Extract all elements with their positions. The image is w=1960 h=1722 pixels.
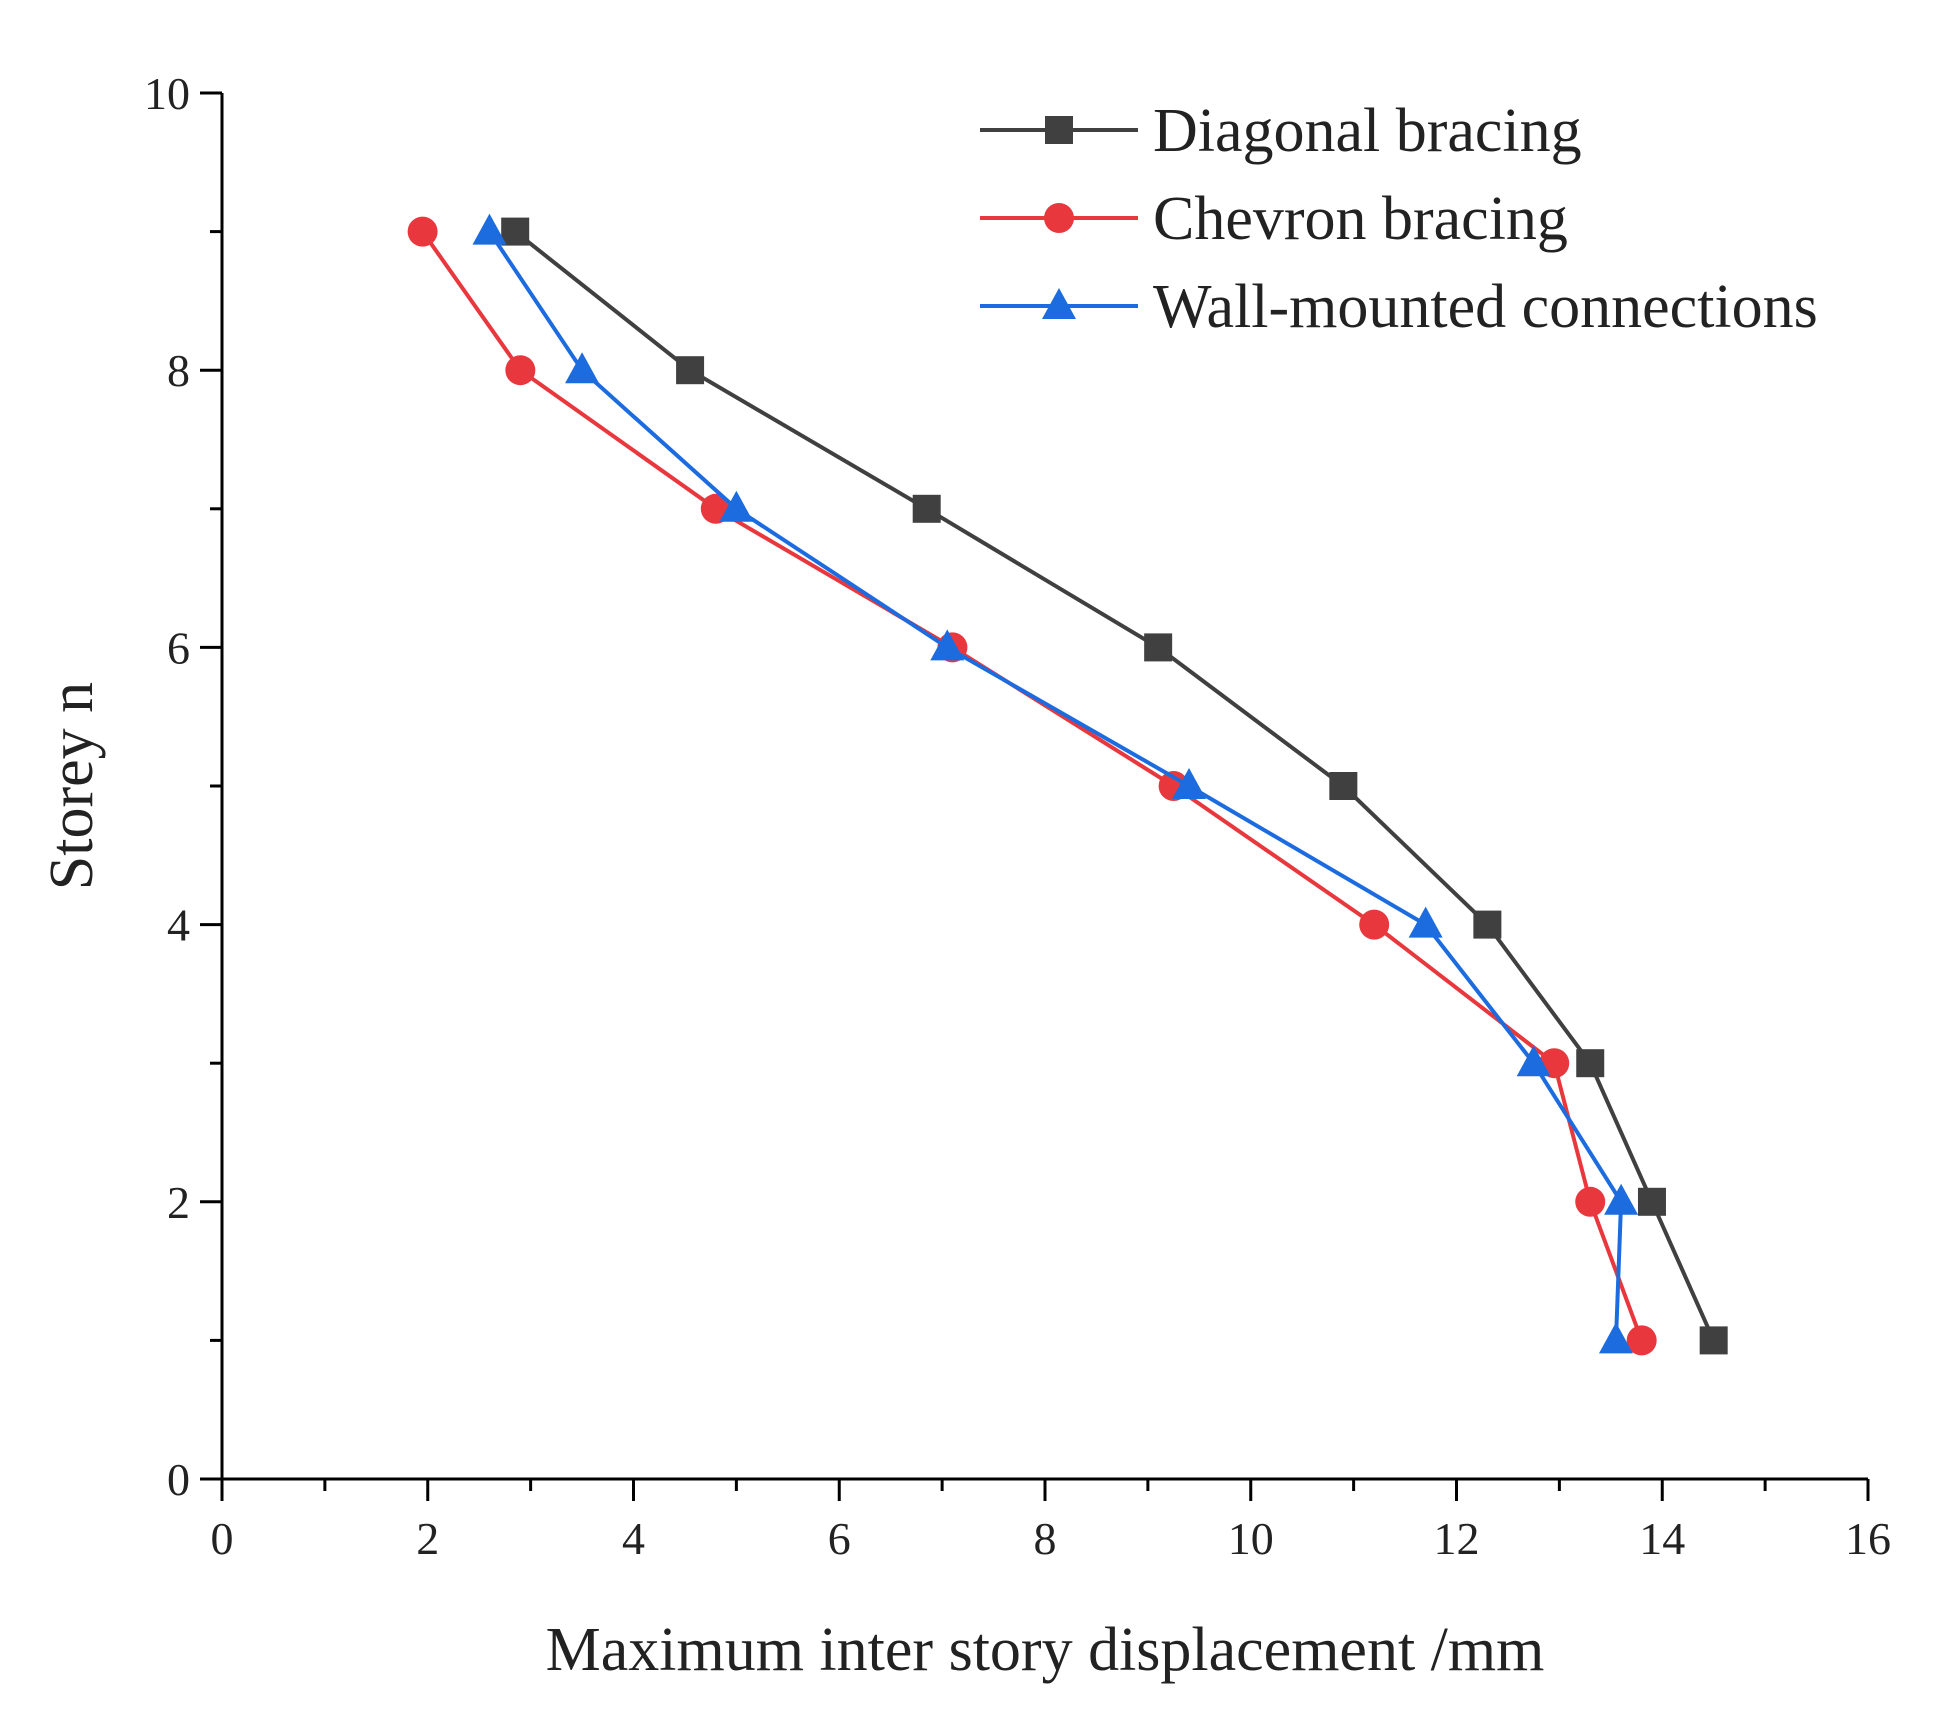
x-axis-title: Maximum inter story displacement /mm [546,1616,1545,1684]
data-point [1408,906,1443,938]
legend-label: Diagonal bracing [1153,97,1582,165]
x-tick-label: 4 [622,1513,645,1564]
data-point [1359,909,1390,940]
series-line [513,230,1716,1342]
data-point [676,356,705,385]
data-point [1172,768,1207,799]
x-tick-label: 6 [828,1513,851,1564]
series-line [420,230,1644,1342]
data-point [1576,1049,1605,1078]
data-point [472,213,507,245]
series-circle [407,216,1657,1356]
legend-item: Chevron bracing [980,185,1568,253]
axes: 0 2 4 6 8 10 12 14 16 0 2 4 6 8 10 Maximum inter story … [38,68,1891,1684]
data-point [565,352,600,384]
x-tick-label: 12 [1434,1513,1480,1564]
series-layer [407,213,1728,1356]
data-point [1329,772,1358,800]
data-point [719,490,754,522]
data-point [1637,1187,1666,1216]
x-tick-label: 8 [1034,1513,1057,1564]
y-axis-title: Storey n [38,682,106,890]
y-tick-label: 6 [167,622,190,673]
data-point [501,217,530,246]
y-tick-label: 8 [167,345,190,396]
legend-marker [1044,203,1074,233]
legend-label: Chevron bracing [1153,185,1568,253]
legend: Diagonal bracing Chevron bracing Wall-moun… [980,97,1818,341]
x-tick-label: 16 [1845,1513,1891,1564]
data-point [1144,633,1173,662]
data-point [1626,1325,1657,1356]
y-tick-label: 10 [144,68,190,119]
x-tick-label: 10 [1228,1513,1274,1564]
y-tick-label: 0 [167,1454,190,1505]
legend-marker [1045,116,1073,144]
x-tick-label: 14 [1639,1513,1685,1564]
x-tick-label: 0 [211,1513,234,1564]
data-point [1516,1045,1551,1077]
data-point [1604,1183,1639,1215]
data-point [407,216,438,247]
legend-item: Wall-mounted connections [980,273,1818,341]
series-line [487,230,1624,1341]
x-tick-label: 2 [416,1513,439,1564]
legend-marker [1042,288,1076,319]
data-point [1473,910,1502,939]
series-square [501,217,1728,1355]
legend-label: Wall-mounted connections [1153,273,1818,341]
y-tick-label: 2 [167,1177,190,1228]
data-point [930,629,965,661]
data-point [912,494,941,523]
data-point [505,355,536,386]
legend-item: Diagonal bracing [980,97,1582,165]
series-triangle [472,213,1639,1354]
data-point [1575,1186,1606,1217]
data-point [1699,1326,1728,1355]
data-point [1598,1322,1633,1354]
y-tick-label: 4 [167,900,190,951]
